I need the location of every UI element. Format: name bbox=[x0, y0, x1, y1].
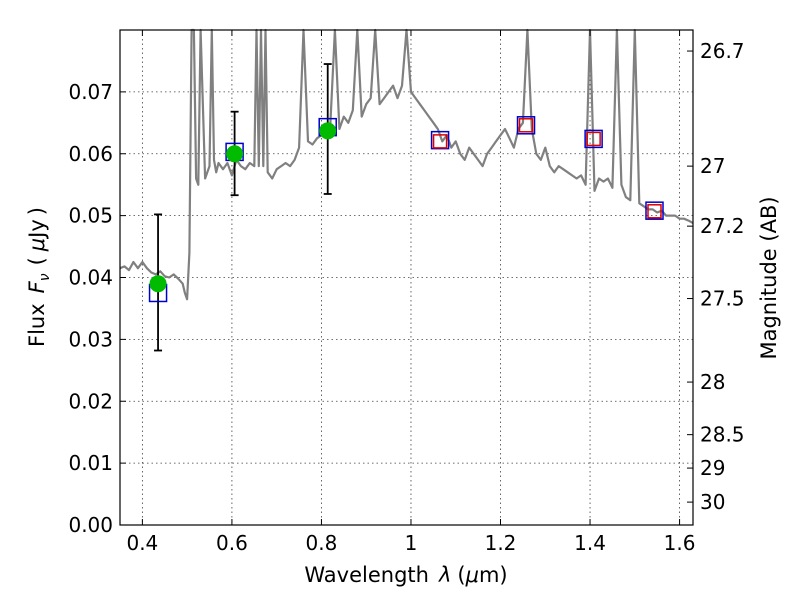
right-tick-label: 27.2 bbox=[700, 214, 745, 238]
tick-layer: 0.4 0.6 0.8 1 1.2 1.4 1.6 0.00 0.01 0.02 0.03 0.04 0… bbox=[68, 30, 745, 555]
x-tick-label: 1.2 bbox=[485, 531, 517, 555]
right-tick-label: 28 bbox=[700, 370, 725, 394]
observed-flux-point bbox=[226, 145, 244, 163]
observed-flux-box bbox=[647, 204, 662, 219]
x-tick-label: 1 bbox=[405, 531, 418, 555]
plot-frame bbox=[119, 29, 694, 526]
x-tick-label: 1.6 bbox=[664, 531, 696, 555]
y-axis-title-main: Flux bbox=[25, 303, 49, 347]
y-tick-label: 0.04 bbox=[68, 266, 113, 290]
marker-layer bbox=[148, 116, 664, 303]
y-axis-title-nu: ν bbox=[37, 273, 53, 281]
x-axis-title-unit-open: ( bbox=[457, 563, 465, 587]
model-flux-marker bbox=[645, 201, 664, 220]
y-tick-label: 0.03 bbox=[68, 327, 113, 351]
sed-model-line bbox=[119, 28, 694, 301]
y-axis-title-unit-close: ) bbox=[25, 207, 49, 215]
x-axis-title-unit-mu: μ bbox=[465, 563, 479, 587]
error-bar-layer bbox=[154, 63, 332, 352]
right-tick-label: 30 bbox=[700, 490, 725, 514]
y-tick-label: 0.05 bbox=[68, 204, 113, 228]
y-tick-label: 0.07 bbox=[68, 80, 113, 104]
model-flux-marker bbox=[516, 116, 536, 135]
model-flux-marker bbox=[430, 130, 450, 150]
sed-line-layer bbox=[119, 28, 694, 301]
y-axis-title-unit-mu: μ bbox=[25, 238, 49, 252]
x-axis-title-unit-rest: m) bbox=[479, 563, 508, 587]
y-tick-label: 0.01 bbox=[68, 451, 113, 475]
observed-flux-point bbox=[149, 275, 167, 293]
x-tick-label: 1.4 bbox=[574, 531, 606, 555]
observed-flux-box bbox=[432, 134, 448, 149]
y-axis-title: Flux Fν ( μJy) bbox=[25, 207, 53, 347]
x-tick-label: 0.6 bbox=[216, 531, 248, 555]
grid-lines bbox=[120, 30, 693, 525]
right-tick-label: 27.5 bbox=[700, 287, 745, 311]
right-tick-label: 26.7 bbox=[700, 39, 745, 63]
right-tick-label: 27 bbox=[700, 154, 725, 178]
x-axis-title-main: Wavelength bbox=[304, 563, 429, 587]
y-tick-label: 0.02 bbox=[68, 389, 113, 413]
y-axis-title-F: F bbox=[25, 280, 49, 293]
x-tick-label: 0.8 bbox=[306, 531, 338, 555]
right-axis-title: Magnitude (AB) bbox=[757, 196, 781, 359]
x-tick-label: 0.4 bbox=[126, 531, 158, 555]
right-tick-label: 28.5 bbox=[700, 423, 745, 447]
right-tick-label: 29 bbox=[700, 456, 725, 480]
x-axis-title: Wavelength λ (μm) bbox=[304, 563, 507, 587]
x-axis-title-lambda: λ bbox=[438, 563, 451, 587]
observed-flux-box bbox=[518, 118, 534, 133]
y-axis-title-unit-rest: Jy bbox=[25, 219, 49, 240]
model-flux-marker bbox=[584, 129, 603, 149]
y-tick-label: 0.06 bbox=[68, 142, 113, 166]
y-axis-title-unit-open: ( bbox=[25, 257, 49, 265]
observed-flux-point bbox=[319, 122, 337, 140]
y-tick-label: 0.00 bbox=[68, 513, 113, 537]
observed-flux-box bbox=[586, 131, 601, 147]
